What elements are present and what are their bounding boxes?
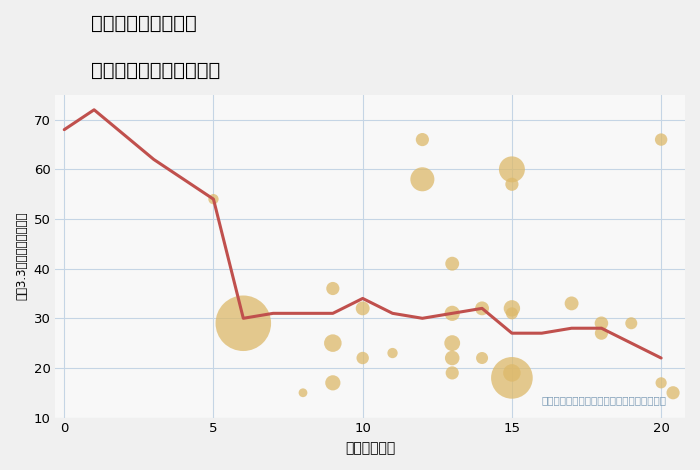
Point (327, 339, 338, 347)
Point (387, 349, 398, 357)
Point (626, 320, 637, 327)
Text: 駅距離別中古戸建て価格: 駅距離別中古戸建て価格 (91, 61, 220, 80)
Point (327, 285, 338, 292)
Point (447, 339, 458, 347)
Point (447, 369, 458, 376)
Point (238, 320, 249, 327)
Point (416, 175, 428, 183)
Point (655, 136, 666, 143)
Point (506, 374, 517, 382)
Point (298, 389, 309, 397)
Point (596, 329, 607, 337)
Text: 千葉県八街市大関の: 千葉県八街市大関の (91, 14, 197, 33)
Point (506, 165, 517, 173)
Point (447, 310, 458, 317)
Point (477, 305, 488, 312)
Point (447, 260, 458, 267)
Point (447, 354, 458, 362)
Point (506, 180, 517, 188)
Point (668, 389, 679, 397)
Point (357, 354, 368, 362)
Text: 円の大きさは、取引のあった物件面積を示す: 円の大きさは、取引のあった物件面積を示す (541, 395, 666, 405)
Y-axis label: 坪（3.3㎡）単価（万円）: 坪（3.3㎡）単価（万円） (15, 212, 28, 300)
Point (506, 305, 517, 312)
Point (655, 379, 666, 387)
Point (327, 379, 338, 387)
Point (357, 305, 368, 312)
Point (506, 369, 517, 376)
Point (416, 136, 428, 143)
Point (477, 354, 488, 362)
Point (208, 196, 219, 203)
Point (566, 300, 578, 307)
X-axis label: 駅距離（分）: 駅距離（分） (345, 441, 396, 455)
Point (506, 310, 517, 317)
Point (596, 320, 607, 327)
